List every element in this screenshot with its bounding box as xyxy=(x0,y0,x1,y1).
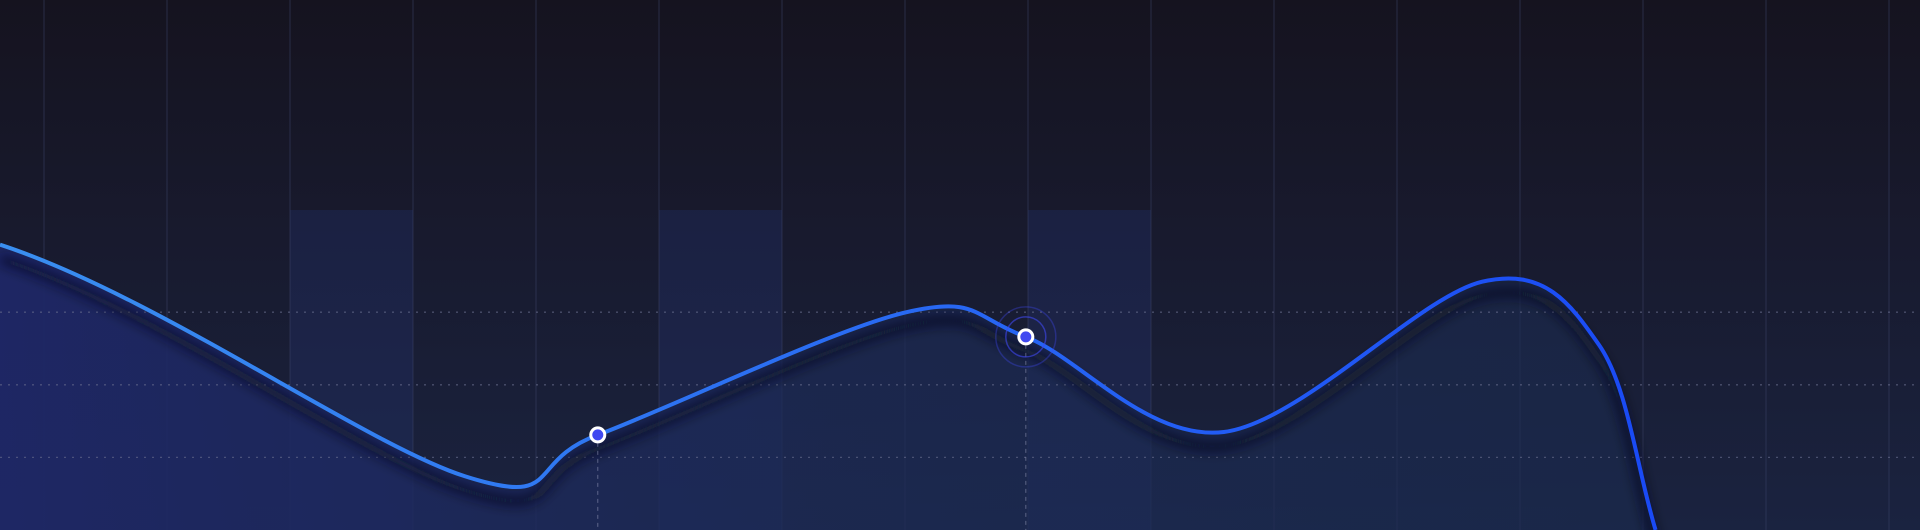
series-line xyxy=(0,242,1658,530)
marker-pulse-ring xyxy=(1005,316,1047,358)
data-point-marker xyxy=(589,426,607,444)
marker-pulse-ring xyxy=(995,306,1057,368)
area-fill xyxy=(0,244,1656,530)
line-shadow xyxy=(0,254,1656,530)
data-point-marker xyxy=(1017,328,1035,346)
